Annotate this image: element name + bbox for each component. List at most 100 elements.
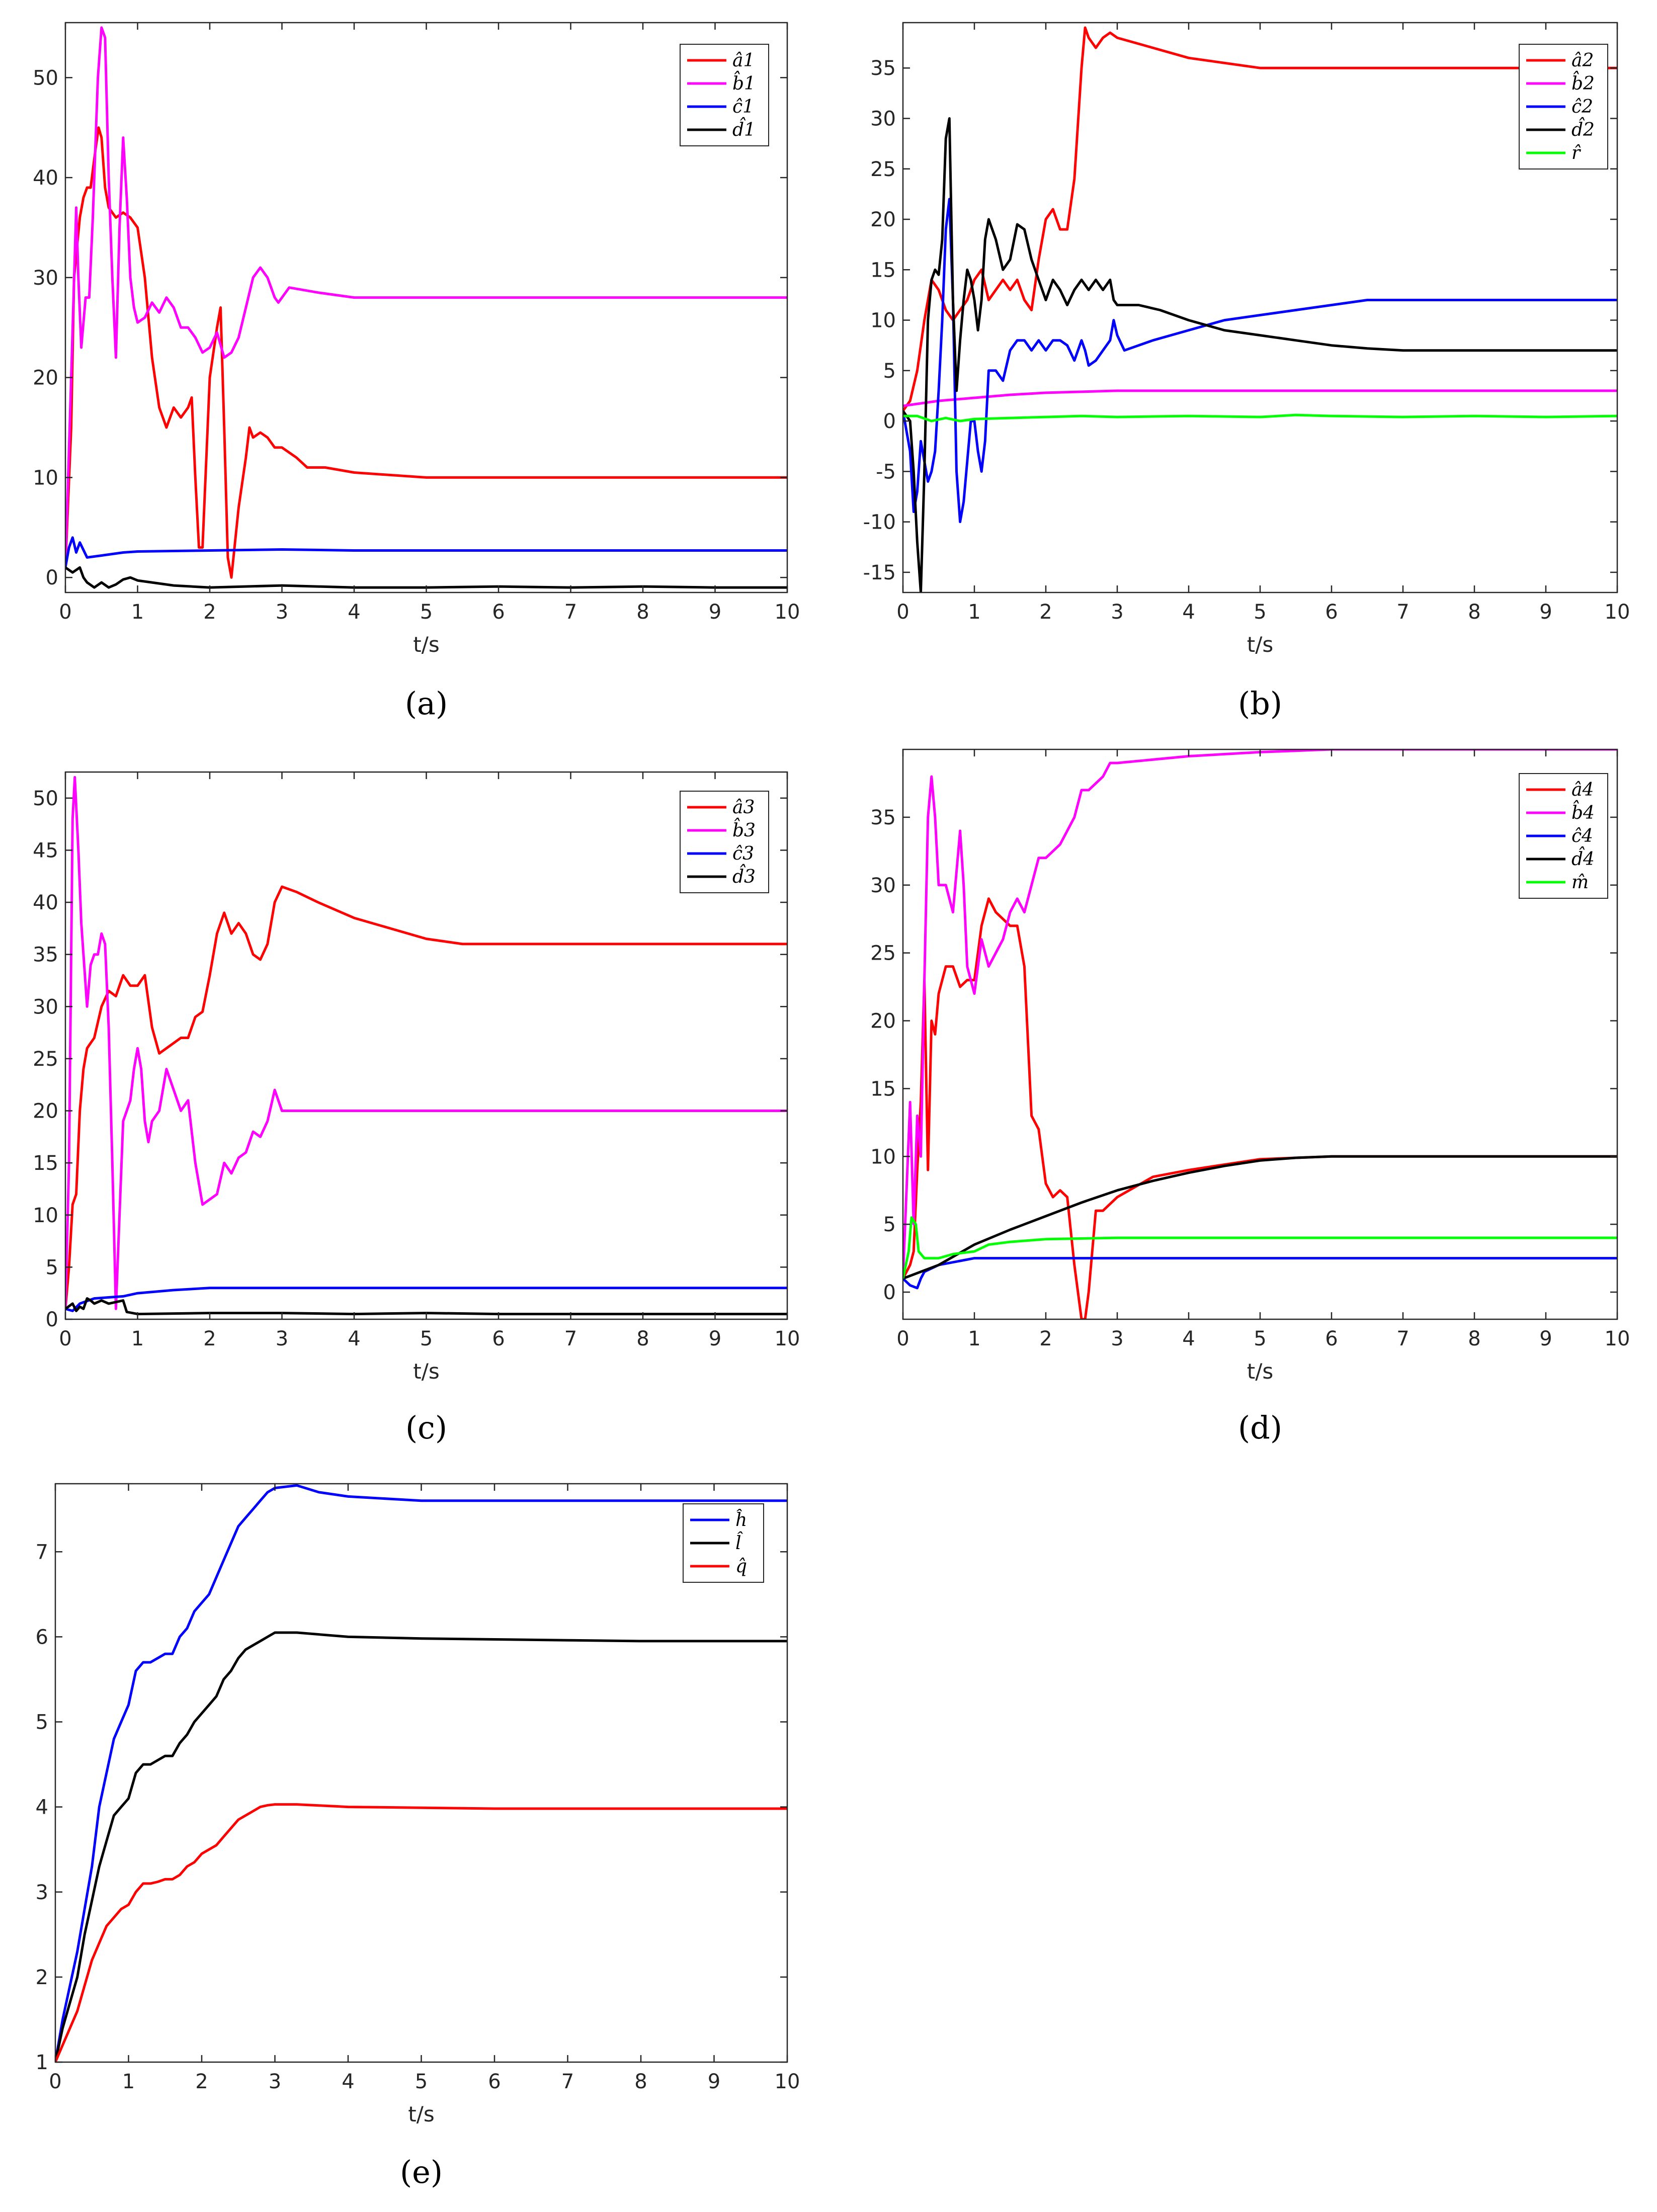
series-line-d-2	[903, 1257, 1617, 1290]
x-tick-label: 5	[420, 1327, 433, 1350]
y-tick-label: 30	[33, 995, 58, 1018]
panel-label: (a)	[405, 685, 448, 722]
y-tick-label: 30	[870, 874, 896, 897]
x-tick-label: 0	[896, 601, 909, 624]
y-tick-label: 10	[33, 466, 58, 489]
x-tick-label: 4	[348, 1327, 360, 1350]
x-tick-label: 10	[1605, 601, 1630, 624]
legend-label: m̂	[1571, 872, 1589, 893]
x-tick-label: 0	[59, 601, 71, 624]
series-line-d-0	[903, 897, 1617, 1319]
x-tick-label: 0	[59, 1327, 71, 1350]
x-axis-label: t/s	[413, 1359, 440, 1384]
legend-label: d̂2	[1571, 117, 1595, 140]
y-tick-label: 15	[870, 1077, 896, 1100]
series-group	[903, 749, 1617, 1319]
legend-label: b̂1	[732, 71, 756, 94]
x-tick-label: 9	[708, 2070, 720, 2093]
y-tick-label: 15	[870, 259, 896, 282]
x-tick-label: 1	[968, 1327, 980, 1350]
series-group	[65, 26, 787, 589]
y-tick-label: 50	[33, 66, 58, 90]
y-tick-label: 50	[33, 787, 58, 810]
panels: 0 1 2 3 4 5 6 7 8 9 1001020304050t/sâ1b̂1ĉ1d̂1(a)0…	[33, 22, 1630, 2190]
y-tick-label: 40	[33, 166, 58, 190]
series-line-b-1	[903, 389, 1617, 407]
y-tick-label: 0	[883, 410, 896, 433]
y-tick-label: 0	[46, 1308, 58, 1331]
legend-label: b̂2	[1571, 71, 1595, 94]
legend-label: ĉ4	[1571, 826, 1593, 846]
series-line-c-1	[65, 776, 787, 1310]
legend-label: d̂3	[732, 864, 756, 887]
y-tick-label: 20	[33, 1100, 58, 1123]
x-tick-label: 4	[1182, 1327, 1195, 1350]
x-axis-label: t/s	[1247, 632, 1274, 657]
legend-label: â4	[1571, 780, 1594, 800]
legend-label: ĥ	[735, 1509, 747, 1530]
x-tick-label: 6	[1325, 1327, 1338, 1350]
series-line-d-1	[903, 749, 1617, 1279]
legend-label: r̂	[1571, 143, 1581, 163]
legend-label: ĉ2	[1571, 97, 1593, 117]
x-tick-label: 2	[195, 2070, 208, 2093]
y-tick-label: 2	[36, 1966, 48, 1989]
legend-label: â1	[732, 50, 755, 71]
chart-panel-d: 0 1 2 3 4 5 6 7 8 9 10 0 5 10 15 20 25 30 35 t/s â4b̂4 ĉ4d̂4m…	[870, 748, 1630, 1446]
y-tick-label: 25	[33, 1048, 58, 1071]
y-tick-label: 45	[33, 839, 58, 862]
y-tick-label: 10	[870, 1145, 896, 1168]
x-tick-label: 2	[203, 601, 216, 624]
x-tick-label: 1	[131, 601, 144, 624]
x-tick-label: 5	[1254, 601, 1266, 624]
y-tick-label: -10	[863, 511, 896, 534]
y-tick-label: 25	[870, 158, 896, 181]
x-tick-label: 7	[1396, 601, 1409, 624]
x-tick-label: 9	[709, 1327, 721, 1350]
series-line-c-3	[65, 1297, 787, 1316]
series-group	[903, 26, 1617, 592]
x-tick-label: 3	[1111, 601, 1123, 624]
x-tick-label: 2	[203, 1327, 216, 1350]
x-tick-label: 3	[269, 2070, 281, 2093]
panel-label: (d)	[1238, 1409, 1282, 1446]
series-group	[65, 776, 787, 1316]
x-tick-label: 10	[775, 601, 800, 624]
x-tick-label: 3	[276, 1327, 288, 1350]
x-tick-label: 7	[564, 601, 577, 624]
y-tick-label: 10	[33, 1204, 58, 1227]
x-axis-label: t/s	[413, 632, 440, 657]
legend: ĥl̂q̂	[683, 1503, 764, 1583]
x-tick-label: 7	[561, 2070, 574, 2093]
x-tick-label: 8	[1468, 1327, 1480, 1350]
y-tick-label: 0	[883, 1281, 896, 1304]
legend-label: d̂4	[1571, 846, 1595, 870]
y-tick-label: 35	[870, 806, 896, 829]
x-tick-label: 7	[1396, 1327, 1409, 1350]
series-line-a-2	[65, 536, 787, 568]
x-tick-label: 8	[634, 2070, 647, 2093]
x-tick-label: 5	[1254, 1327, 1266, 1350]
series-line-d-3	[903, 1155, 1617, 1280]
series-line-a-0	[65, 126, 787, 579]
y-tick-label: 20	[33, 367, 58, 390]
y-tick-label: 5	[46, 1256, 58, 1279]
series-line-c-0	[65, 885, 787, 1309]
y-tick-label: 6	[36, 1626, 48, 1649]
x-tick-label: 10	[775, 2070, 800, 2093]
x-tick-label: 6	[492, 1327, 505, 1350]
chart-panel-a: 0 1 2 3 4 5 6 7 8 9 10 0 10 20 30 40 50 t/s â1b̂1 ĉ1d̂1 (a)	[33, 22, 800, 722]
x-tick-label: 3	[1111, 1327, 1123, 1350]
y-tick-label: 25	[870, 942, 896, 965]
series-line-b-0	[903, 26, 1617, 412]
x-tick-label: 9	[1539, 601, 1552, 624]
y-tick-label: -15	[863, 561, 896, 584]
x-axis-label: t/s	[1247, 1359, 1274, 1384]
y-tick-label: 5	[883, 360, 896, 383]
y-tick-label: 30	[870, 108, 896, 131]
x-tick-label: 10	[1605, 1327, 1630, 1350]
y-tick-label: 5	[883, 1213, 896, 1236]
legend: â1b̂1 ĉ1d̂1	[680, 44, 769, 146]
series-line-b-4	[903, 413, 1617, 422]
y-tick-label: 5	[36, 1711, 48, 1734]
